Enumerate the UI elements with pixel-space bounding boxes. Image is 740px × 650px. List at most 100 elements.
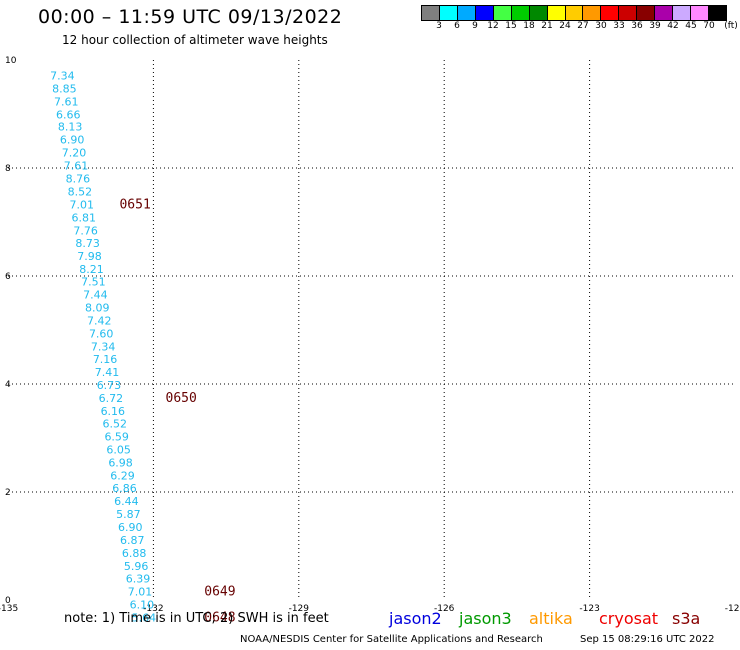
color-scale-label: 21: [541, 21, 553, 31]
color-scale-label: 6: [454, 21, 460, 31]
satellite-legend-item: altika: [529, 609, 573, 628]
wave-height-label: 6.81: [71, 211, 96, 224]
y-tick-label: 8: [5, 164, 11, 174]
color-swatch: [493, 5, 512, 21]
color-swatch: [511, 5, 530, 21]
color-swatch: [583, 5, 602, 21]
wave-height-label: 6.29: [110, 470, 135, 483]
wave-height-label: 6.52: [103, 418, 128, 431]
wave-height-label: 5.87: [116, 508, 140, 521]
x-tick-label: -126: [434, 604, 455, 614]
wave-height-label: 7.34: [50, 69, 75, 82]
wave-height-label: 6.73: [97, 379, 122, 392]
wave-height-label: 8.76: [66, 173, 91, 186]
wave-height-label: 6.16: [101, 405, 126, 418]
wave-height-label: 7.01: [70, 199, 95, 212]
color-scale-bar: [421, 5, 727, 21]
color-scale-label: 42: [667, 21, 679, 31]
color-swatch: [655, 5, 674, 21]
wave-height-label: 7.76: [73, 224, 98, 237]
wave-height-label: 6.66: [56, 108, 80, 121]
wave-height-label: 8.73: [75, 237, 100, 250]
wave-height-label: 7.61: [54, 95, 79, 108]
color-swatch: [673, 5, 692, 21]
wave-height-label: 6.88: [122, 547, 147, 560]
color-swatch: [475, 5, 494, 21]
chart-subtitle: 12 hour collection of altimeter wave hei…: [62, 33, 328, 47]
pass-time-label: 0649: [204, 585, 235, 600]
color-swatch: [421, 5, 440, 21]
x-tick-label: -129: [289, 604, 310, 614]
color-swatch: [601, 5, 620, 21]
footer-note: note: 1) Time is in UTC; 2) SWH is in fe…: [64, 611, 329, 626]
wave-height-label: 7.42: [87, 315, 112, 328]
color-scale-label: 45: [685, 21, 697, 31]
color-swatch: [439, 5, 458, 21]
color-swatch: [565, 5, 584, 21]
color-scale-label: (ft): [724, 21, 738, 31]
color-swatch: [709, 5, 727, 21]
wave-height-label: 6.59: [104, 431, 129, 444]
color-swatch: [637, 5, 656, 21]
color-scale-label: 24: [559, 21, 571, 31]
wave-height-label: 8.13: [58, 121, 83, 134]
wave-height-label: 7.41: [95, 366, 120, 379]
wave-height-label: 8.21: [79, 263, 104, 276]
wave-height-label: 6.90: [60, 134, 84, 147]
wave-height-label: 5.64: [132, 612, 157, 625]
timestamp-text: Sep 15 08:29:16 UTC 2022: [580, 634, 715, 645]
wave-height-label: 7.34: [91, 341, 116, 354]
color-swatch: [619, 5, 638, 21]
y-tick-label: 4: [5, 380, 11, 390]
color-swatch: [691, 5, 709, 21]
color-scale-label: 30: [595, 21, 607, 31]
color-scale-label: 27: [577, 21, 589, 31]
wave-height-label: 6.98: [108, 457, 132, 470]
wave-height-label: 7.20: [62, 147, 87, 160]
wave-height-label: 7.51: [81, 276, 106, 289]
y-tick-label: 10: [5, 56, 17, 66]
wave-height-label: 6.10: [130, 599, 155, 612]
color-scale-label: 33: [613, 21, 625, 31]
wave-height-label: 6.39: [126, 573, 151, 586]
x-tick-label: -135: [0, 604, 18, 614]
chart-title: 00:00 – 11:59 UTC 09/13/2022: [38, 6, 343, 28]
pass-time-label: 0648: [204, 611, 235, 626]
satellite-legend-item: s3a: [672, 609, 701, 628]
color-scale-label: 3: [436, 21, 442, 31]
x-tick-label: -123: [579, 604, 599, 614]
color-scale-label: 70: [703, 21, 715, 31]
wave-height-label: 6.87: [120, 534, 145, 547]
satellite-legend-item: jason2: [389, 609, 442, 628]
color-scale-label: 15: [505, 21, 517, 31]
y-tick-label: 6: [5, 272, 11, 282]
wave-height-label: 8.09: [85, 302, 110, 315]
wave-height-label: 8.85: [52, 82, 77, 95]
wave-height-label: 5.96: [124, 560, 148, 573]
wave-height-label: 7.01: [128, 586, 153, 599]
credit-text: NOAA/NESDIS Center for Satellite Applica…: [240, 634, 543, 645]
wave-height-label: 7.44: [83, 289, 108, 302]
wave-height-label: 7.16: [93, 353, 118, 366]
color-scale-labels: 3 6 9 12 15 18 21 24 27 30 33 36 39 42 45 70 (ft): [421, 21, 740, 35]
wave-height-label: 7.98: [77, 250, 102, 263]
color-scale-label: 12: [487, 21, 499, 31]
wave-height-label: 6.72: [99, 392, 124, 405]
wave-height-label: 7.61: [64, 160, 88, 173]
color-scale-label: 36: [631, 21, 643, 31]
wave-height-label: 6.90: [118, 521, 143, 534]
color-scale-label: 39: [649, 21, 661, 31]
wave-height-label: 6.86: [112, 482, 137, 495]
pass-time-label: 0651: [119, 198, 150, 213]
color-swatch: [529, 5, 548, 21]
wave-height-label: 8.52: [68, 186, 93, 199]
y-tick-label: 2: [5, 488, 11, 498]
wave-height-label: 7.60: [89, 328, 114, 341]
y-tick-label: 0: [5, 596, 11, 606]
satellite-legend-item: cryosat: [599, 609, 659, 628]
x-tick-label: -120: [725, 604, 740, 614]
color-scale-label: 9: [472, 21, 478, 31]
color-swatch: [547, 5, 566, 21]
color-scale-label: 18: [523, 21, 535, 31]
